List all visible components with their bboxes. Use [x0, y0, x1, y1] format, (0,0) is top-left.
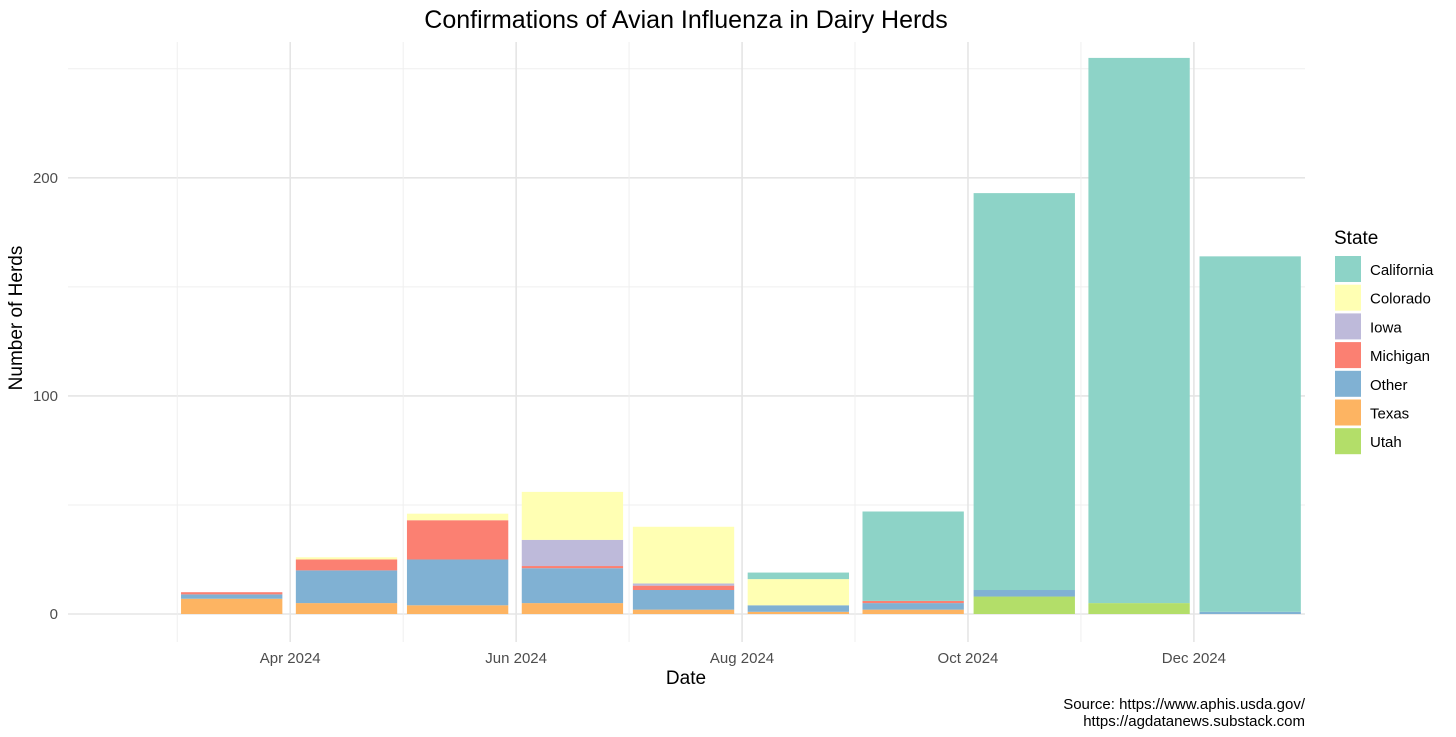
bar-segment-other: [973, 590, 1075, 597]
bar-segment-california: [1088, 57, 1190, 604]
legend-item-michigan: Michigan: [1335, 342, 1430, 369]
source-caption-line-2: https://agdatanews.substack.com: [1083, 713, 1305, 730]
bar-segment-utah: [973, 596, 1075, 614]
legend-item-iowa: Iowa: [1335, 313, 1402, 340]
legend-swatch: [1335, 399, 1361, 426]
bar-segment-other: [295, 570, 398, 604]
legend-label: California: [1370, 262, 1434, 279]
bar-segment-utah: [1088, 603, 1190, 614]
bars: [181, 57, 1301, 614]
x-tick-label: Dec 2024: [1162, 650, 1226, 667]
legend-label: Utah: [1370, 434, 1402, 451]
legend-item-utah: Utah: [1335, 428, 1402, 455]
bar-segment-michigan: [862, 600, 964, 604]
bar-segment-other: [406, 559, 509, 606]
bar-segment-other: [521, 568, 624, 604]
bar-segment-other: [1199, 611, 1301, 614]
legend-swatch: [1335, 428, 1361, 455]
bar-segment-colorado: [747, 579, 850, 606]
bar-segment-california: [747, 572, 850, 580]
bar-segment-michigan: [406, 520, 509, 560]
legend-swatch: [1335, 256, 1361, 282]
bar-segment-texas: [632, 609, 735, 614]
legend: State California Colorado Iowa Michigan Othe…: [1334, 228, 1434, 455]
y-tick-label: 0: [50, 606, 58, 623]
bar-segment-texas: [521, 603, 624, 614]
axis-ticks: 0 100 200 Apr 2024 Jun 2024 Aug 2024 Oct 2024 D…: [33, 170, 1226, 667]
bar-segment-california: [862, 511, 964, 601]
y-axis-title: Number of Herds: [6, 246, 27, 391]
bar-segment-other: [181, 594, 283, 599]
legend-item-texas: Texas: [1335, 399, 1409, 426]
bar-segment-colorado: [521, 491, 624, 540]
bar-segment-colorado: [406, 513, 509, 521]
legend-swatch: [1335, 370, 1361, 397]
legend-label: Colorado: [1370, 291, 1431, 308]
bar-segment-california: [973, 193, 1075, 591]
bar-segment-texas: [295, 603, 398, 614]
bar-segment-michigan: [521, 566, 624, 569]
legend-label: Michigan: [1370, 348, 1430, 365]
bar-segment-michigan: [181, 592, 283, 595]
bar-segment-other: [632, 590, 735, 610]
legend-item-california: California: [1335, 256, 1434, 282]
bar-segment-california: [1199, 256, 1301, 612]
bar-segment-texas: [747, 611, 850, 614]
y-tick-label: 200: [33, 170, 58, 187]
legend-swatch: [1335, 342, 1361, 369]
legend-item-other: Other: [1335, 370, 1408, 397]
bar-segment-colorado: [632, 526, 735, 584]
legend-swatch: [1335, 284, 1361, 311]
bar-segment-colorado: [295, 557, 398, 560]
bar-segment-michigan: [295, 559, 398, 571]
y-tick-label: 100: [33, 388, 58, 405]
legend-swatch: [1335, 313, 1361, 340]
bar-segment-texas: [181, 598, 283, 614]
bar-segment-other: [747, 605, 850, 612]
bar-segment-texas: [862, 609, 964, 614]
bar-segment-texas: [406, 605, 509, 614]
x-tick-label: Jun 2024: [485, 650, 547, 667]
x-tick-label: Apr 2024: [260, 650, 321, 667]
bar-segment-michigan: [632, 585, 735, 591]
x-axis-title: Date: [666, 668, 706, 689]
legend-label: Iowa: [1370, 319, 1402, 336]
legend-label: Texas: [1370, 406, 1409, 423]
legend-title: State: [1334, 228, 1378, 249]
legend-label: Other: [1370, 377, 1408, 394]
grid: [68, 42, 1305, 642]
legend-item-colorado: Colorado: [1335, 284, 1431, 311]
x-tick-label: Aug 2024: [710, 650, 774, 667]
bar-segment-other: [862, 603, 964, 610]
chart-title: Confirmations of Avian Influenza in Dair…: [424, 6, 947, 34]
source-caption-line-1: Source: https://www.aphis.usda.gov/: [1063, 696, 1306, 713]
bar-segment-iowa: [632, 583, 735, 586]
x-tick-label: Oct 2024: [938, 650, 999, 667]
bar-segment-iowa: [521, 539, 624, 567]
